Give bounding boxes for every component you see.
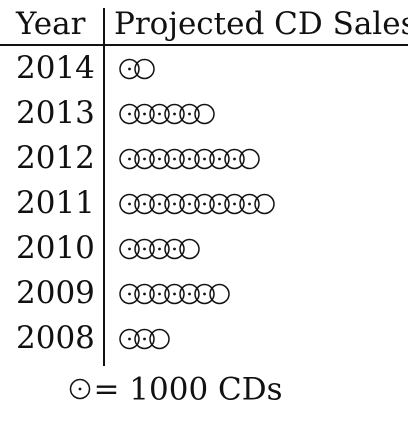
icon-strip [119,238,200,260]
year-label: 2008 [16,320,95,356]
icon-strip [119,328,170,350]
half-circle-icon [254,193,275,215]
icon-strip [119,103,215,125]
year-label: 2012 [16,140,95,176]
sales-icons [117,232,202,266]
circle-dot-icon [164,148,185,170]
column-divider [103,8,105,366]
circle-dot-icon [149,193,170,215]
year-label: 2009 [16,275,95,311]
circle-dot-icon [134,328,155,350]
pictograph-row: 2014 [0,46,408,91]
circle-dot-icon [179,283,200,305]
year-column-header: Year [16,6,86,42]
circle-dot-icon [119,58,140,80]
legend-text: = 1000 CDs [93,371,283,408]
circle-dot-icon [239,193,260,215]
year-label: 2014 [16,50,95,86]
half-circle-icon [149,328,170,350]
half-circle-icon [194,103,215,125]
circle-dot-icon [179,103,200,125]
circle-dot-icon [134,148,155,170]
half-circle-icon [209,283,230,305]
circle-dot-icon [134,103,155,125]
circle-dot-icon [179,148,200,170]
circle-dot-icon [119,103,140,125]
sales-icons [117,322,172,356]
circle-dot-icon [224,193,245,215]
year-label: 2013 [16,95,95,131]
icon-strip [119,148,260,170]
circle-dot-icon [119,283,140,305]
circle-dot-icon [164,238,185,260]
circle-dot-icon [179,193,200,215]
circle-dot-icon [149,148,170,170]
circle-dot-icon [209,193,230,215]
circle-dot-icon [164,103,185,125]
circle-dot-icon [149,283,170,305]
circle-dot-icon [134,193,155,215]
circle-dot-icon [149,103,170,125]
circle-dot-icon [164,283,185,305]
circle-dot-icon [119,193,140,215]
pictograph-row: 2013 [0,91,408,136]
icon-strip [119,58,155,80]
pictograph-row: 2012 [0,136,408,181]
circle-dot-icon [194,193,215,215]
circle-dot-icon [164,193,185,215]
circle-dot-icon [134,238,155,260]
data-rows: 2014 2013 2012 2011 2010 2009 2008 [0,46,408,361]
sales-icons [117,142,262,176]
pictograph-row: 2008 [0,316,408,361]
circle-dot-icon [119,328,140,350]
circle-dot-icon [209,148,230,170]
sales-icons [117,52,157,86]
circle-dot-icon [134,283,155,305]
sales-icons [117,187,277,221]
circle-dot-icon [149,238,170,260]
circle-dot-icon [119,238,140,260]
half-circle-icon [239,148,260,170]
year-label: 2010 [16,230,95,266]
pictograph-row: 2011 [0,181,408,226]
sales-icons [117,97,217,131]
circle-dot-icon [194,283,215,305]
pictograph-row: 2009 [0,271,408,316]
circle-dot-icon [119,148,140,170]
circle-dot-icon [70,378,91,400]
half-circle-icon [179,238,200,260]
circle-dot-icon [224,148,245,170]
icon-strip [119,283,230,305]
table-header: Year Projected CD Sales [0,0,408,46]
half-circle-icon [134,58,155,80]
sales-column-header: Projected CD Sales [114,6,408,42]
pictograph-row: 2010 [0,226,408,271]
circle-dot-icon [194,148,215,170]
sales-icons [117,277,232,311]
legend-key: = 1000 CDs [0,368,352,410]
year-label: 2011 [16,185,95,221]
icon-strip [119,193,275,215]
